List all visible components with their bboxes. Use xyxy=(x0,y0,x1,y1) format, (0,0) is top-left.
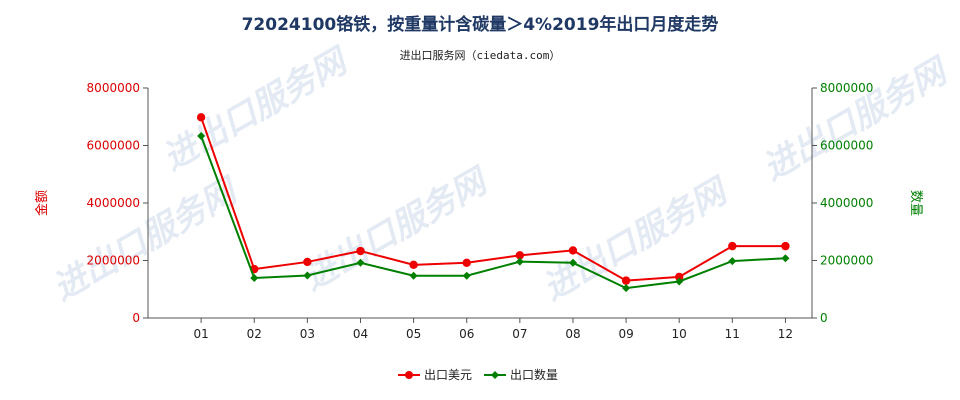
series-2-point xyxy=(303,271,312,280)
x-tick-label: 08 xyxy=(565,327,580,341)
left-tick-label: 8000000 xyxy=(87,81,140,95)
left-tick-label: 0 xyxy=(132,311,140,325)
axes: 0 0 2000000 2000000 4000000 4000000 6000000 600… xyxy=(34,81,923,341)
series-1-point xyxy=(781,241,790,251)
series-2-point xyxy=(622,284,631,293)
series-2-point xyxy=(728,257,737,266)
right-tick-label: 0 xyxy=(820,311,828,325)
chart-title: 72024100铬铁，按重量计含碳量＞4%2019年出口月度走势 xyxy=(241,15,719,35)
x-tick-label: 05 xyxy=(406,327,421,341)
series-1-point xyxy=(621,276,631,285)
x-tick-label: 11 xyxy=(725,327,740,341)
series-2-point xyxy=(675,277,684,286)
x-tick-label: 04 xyxy=(353,327,368,341)
watermark-text: 进出口服务网 xyxy=(756,50,957,189)
series-2-point xyxy=(462,271,471,280)
right-axis-title: 数量 xyxy=(908,190,923,216)
series-1-point xyxy=(568,246,578,255)
x-tick-label: 03 xyxy=(300,327,315,341)
legend-label: 出口美元 xyxy=(424,368,472,382)
legend: 出口美元 出口数量 xyxy=(398,367,558,382)
series-2-point xyxy=(515,257,524,266)
left-tick-label: 6000000 xyxy=(87,139,140,153)
watermark-text: 进出口服务网 xyxy=(156,40,357,179)
x-tick-label: 01 xyxy=(193,327,208,341)
x-tick-label: 10 xyxy=(672,327,687,341)
watermark-text: 进出口服务网 xyxy=(536,170,737,309)
right-tick-label: 8000000 xyxy=(820,81,873,95)
chart-subtitle: 进出口服务网（ciedata.com） xyxy=(399,49,561,62)
left-tick-label: 2000000 xyxy=(87,254,140,268)
series-1-point xyxy=(728,241,737,251)
series-2-point xyxy=(409,271,418,280)
right-tick-label: 2000000 xyxy=(820,254,873,268)
x-tick-label: 02 xyxy=(247,327,262,341)
series-1-point xyxy=(303,257,312,267)
x-tick-label: 12 xyxy=(778,327,793,341)
x-tick-label: 06 xyxy=(459,327,474,341)
right-tick-label: 4000000 xyxy=(820,196,873,210)
legend-label: 出口数量 xyxy=(510,367,558,382)
x-tick-label: 07 xyxy=(512,327,527,341)
series-2-point xyxy=(568,258,577,267)
legend-swatch-marker xyxy=(491,371,499,379)
series-2-point xyxy=(197,132,206,141)
left-axis-title: 金额 xyxy=(34,190,50,216)
series-1-point xyxy=(675,272,684,282)
watermark-text: 进出口服务网 xyxy=(46,170,247,309)
series-2-point xyxy=(781,254,790,263)
series-1-point xyxy=(515,251,525,260)
left-tick-label: 4000000 xyxy=(87,196,140,210)
series-1-point xyxy=(196,113,206,122)
x-tick-label: 09 xyxy=(618,327,633,341)
legend-swatch-marker xyxy=(405,371,413,379)
series-line-1 xyxy=(200,116,786,282)
series-1-point xyxy=(462,258,471,267)
series-1-point xyxy=(409,260,418,270)
series-line-2 xyxy=(200,135,786,290)
right-tick-label: 6000000 xyxy=(820,139,873,153)
series-2-point xyxy=(250,274,259,283)
series-2-point xyxy=(356,258,365,267)
series-layer xyxy=(196,113,790,293)
series-1-point xyxy=(356,246,365,256)
